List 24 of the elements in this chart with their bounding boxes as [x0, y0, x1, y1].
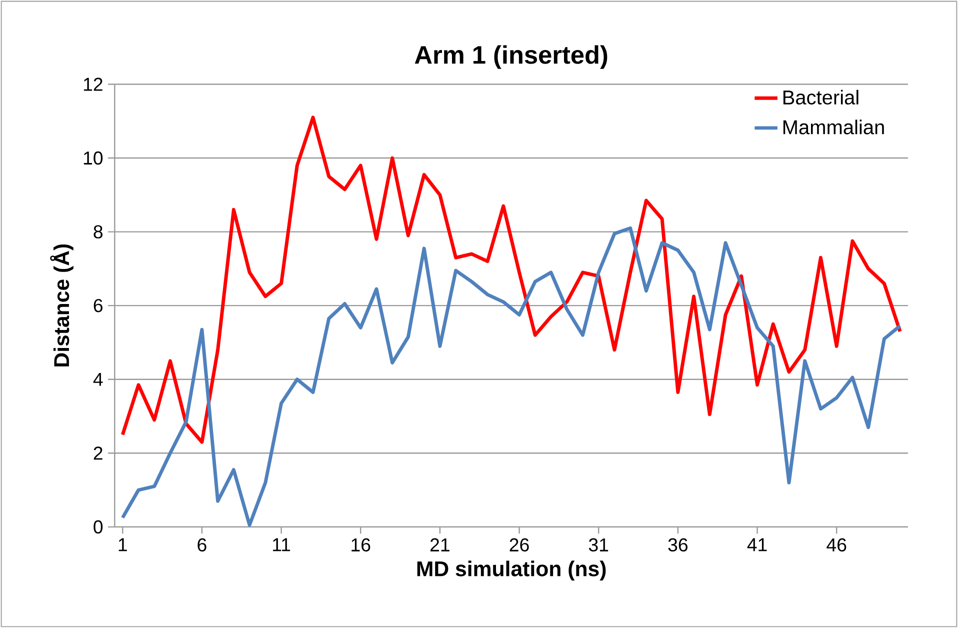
chart-title: Arm 1 (inserted): [414, 45, 608, 69]
y-tick-label: 4: [93, 372, 103, 386]
x-tick-label: 46: [826, 538, 846, 552]
y-tick-label: 12: [84, 78, 102, 91]
y-tick-label: 2: [94, 446, 102, 460]
x-axis-title: MD simulation (ns): [417, 560, 606, 581]
legend-label: Bacterial: [783, 90, 858, 105]
x-tick-label: 26: [510, 538, 529, 552]
x-tick-label: 16: [352, 538, 370, 552]
x-tick-label: 21: [430, 538, 450, 552]
x-tick-label: 31: [588, 538, 608, 552]
x-tick-label: 6: [198, 538, 206, 552]
x-tick-label: 36: [668, 538, 688, 552]
x-tick-label: 1: [118, 538, 127, 552]
legend-label: Mammalian: [783, 120, 884, 134]
x-tick-label: 11: [273, 538, 290, 552]
y-tick-label: 10: [84, 151, 103, 165]
line-series: [120, 226, 902, 527]
y-axis-title: Distance (Å): [50, 244, 74, 366]
y-tick-label: 0: [94, 520, 103, 534]
line-series: [120, 116, 902, 444]
y-tick-label: 6: [94, 298, 102, 312]
y-tick-label: 8: [94, 225, 102, 238]
x-tick-label: 41: [747, 538, 767, 552]
